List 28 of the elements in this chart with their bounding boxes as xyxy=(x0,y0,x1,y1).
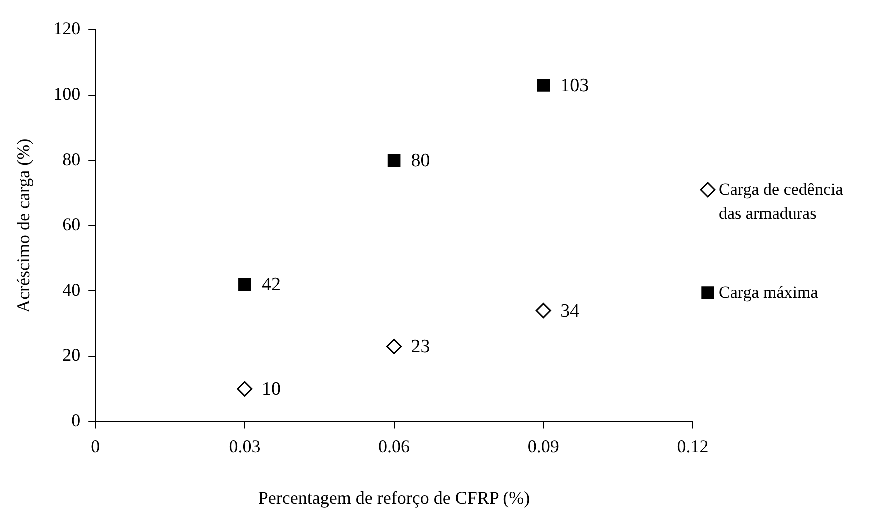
x-axis-title: Percentagem de reforço de CFRP (%) xyxy=(258,488,530,508)
x-tick-label: 0.09 xyxy=(528,436,560,456)
point xyxy=(537,79,550,92)
data-label: 103 xyxy=(560,75,590,96)
point xyxy=(536,303,552,319)
point xyxy=(388,154,401,168)
point xyxy=(237,381,253,397)
x-tick-label: 0 xyxy=(91,436,100,456)
y-tick-label: 100 xyxy=(54,84,81,104)
data-label: 10 xyxy=(262,379,281,400)
point xyxy=(238,278,252,292)
y-tick-label: 120 xyxy=(54,18,81,39)
y-tick-label: 80 xyxy=(62,149,81,170)
data-label: 80 xyxy=(411,150,430,172)
x-tick-label: 0.06 xyxy=(378,436,410,456)
legend-label: Carga máxima xyxy=(719,282,818,304)
data-label: 34 xyxy=(560,300,580,322)
y-tick-label: 0 xyxy=(72,410,81,431)
x-tick-label: 0.12 xyxy=(677,436,709,456)
point xyxy=(386,338,402,354)
data-label: 42 xyxy=(262,274,281,296)
legend-label: Carga de cedência das armaduras xyxy=(719,179,844,225)
y-axis-title: Acréscimo de carga (%) xyxy=(14,138,34,313)
y-tick-label: 40 xyxy=(62,280,81,300)
data-label: 23 xyxy=(411,336,430,358)
x-tick-label: 0.03 xyxy=(229,436,261,456)
y-tick-label: 60 xyxy=(62,214,81,235)
y-tick-label: 20 xyxy=(62,345,81,366)
